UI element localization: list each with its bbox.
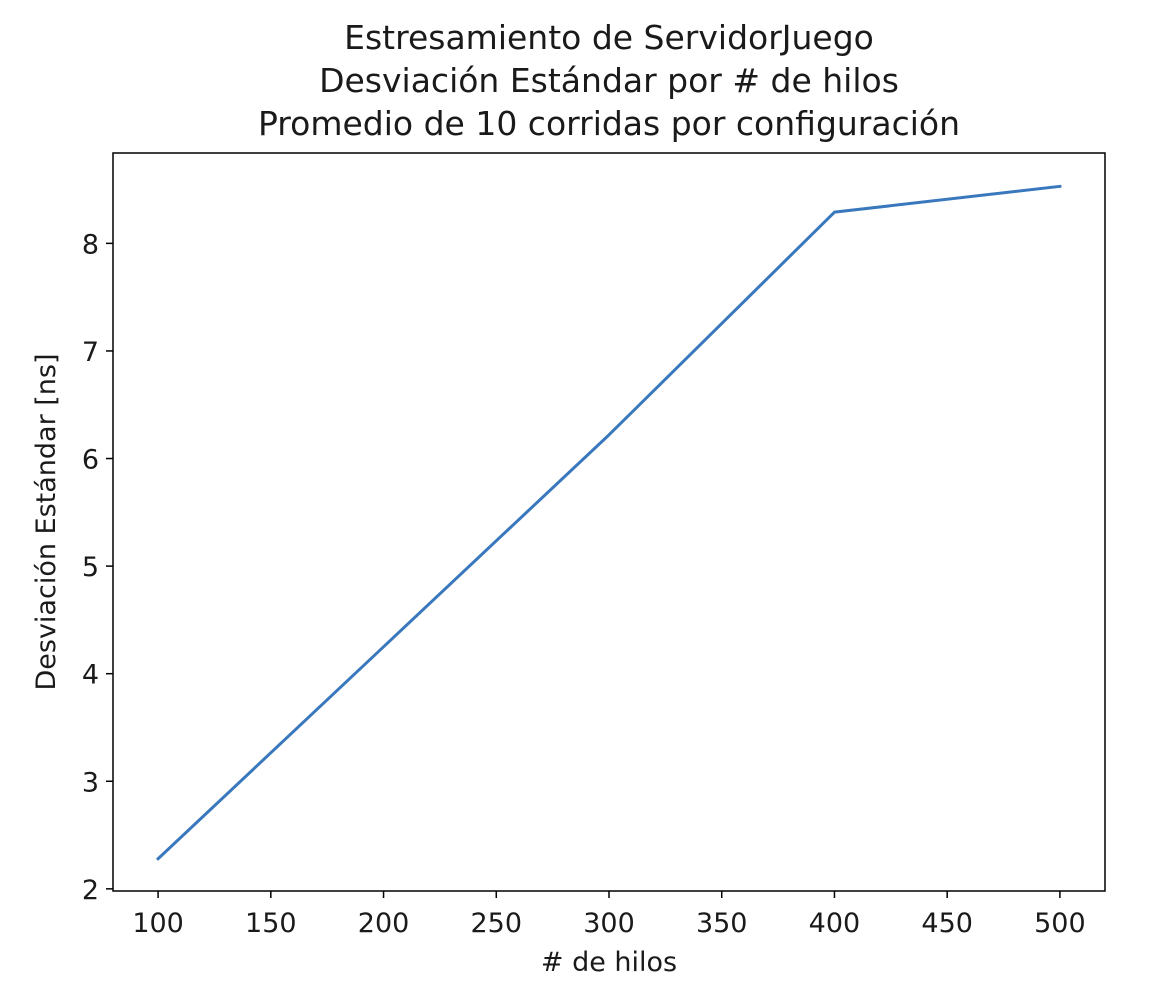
y-tick-label: 7: [82, 337, 99, 368]
x-tick-label: 250: [470, 908, 522, 939]
y-tick-label: 4: [82, 660, 99, 691]
x-tick-label: 350: [696, 908, 748, 939]
x-tick-label: 200: [358, 908, 410, 939]
x-tick-label: 100: [132, 908, 184, 939]
series-line: [155, 184, 1062, 861]
y-tick-label: 8: [82, 229, 99, 260]
chart-title-line-3: Promedio de 10 corridas por configuració…: [258, 104, 960, 143]
chart-title-line-2: Desviación Estándar por # de hilos: [319, 61, 899, 100]
x-tick-label: 450: [921, 908, 973, 939]
x-axis-label: # de hilos: [541, 947, 677, 978]
chart-title-line-1: Estresamiento de ServidorJuego: [344, 18, 874, 57]
y-axis-label: Desviación Estándar [ns]: [31, 353, 62, 690]
y-tick-label: 2: [82, 875, 99, 906]
y-tick-label: 5: [82, 552, 99, 583]
y-tick-label: 6: [82, 445, 99, 476]
x-tick-label: 400: [809, 908, 861, 939]
y-axis-ticks: 2 3 4 5 6 7 8: [82, 229, 113, 906]
x-axis-ticks: 100 150 200 250 300 350 400 450 500: [132, 891, 1086, 939]
x-tick-label: 300: [583, 908, 635, 939]
x-tick-label: 150: [245, 908, 297, 939]
series-layer: [155, 184, 1062, 861]
x-tick-label: 500: [1034, 908, 1086, 939]
y-tick-label: 3: [82, 767, 99, 798]
